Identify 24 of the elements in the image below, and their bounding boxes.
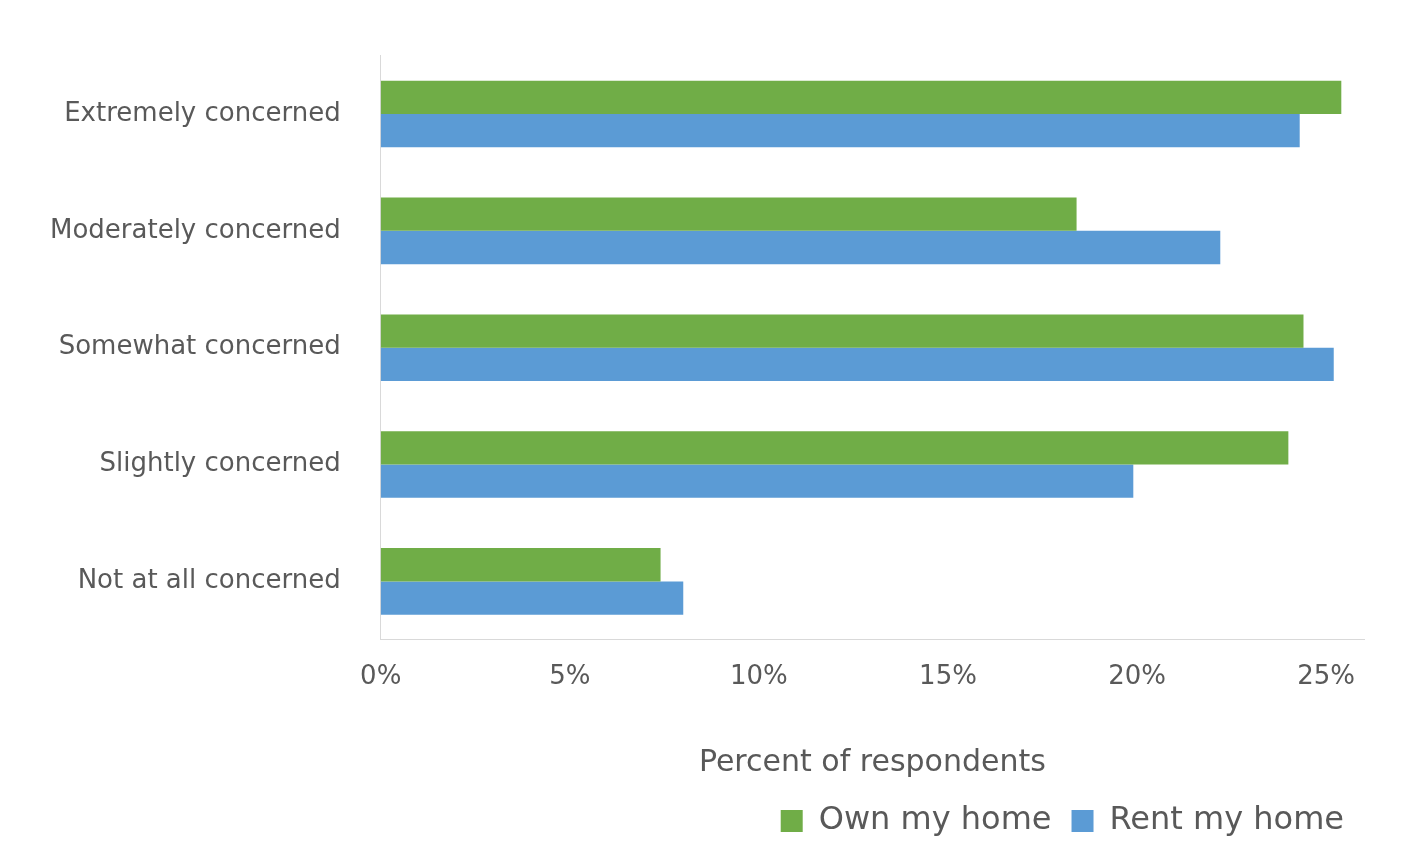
y-tick-label: Moderately concerned	[49, 213, 341, 244]
y-tick-label: Extremely concerned	[64, 96, 341, 127]
bar	[380, 581, 684, 615]
y-tick-label: Somewhat concerned	[58, 330, 341, 361]
x-tick-label: 10%	[730, 660, 788, 691]
bar	[380, 431, 1289, 465]
x-tick-label: 0%	[360, 660, 402, 691]
x-tick-label: 5%	[549, 660, 591, 691]
x-tick-label: 25%	[1297, 660, 1356, 691]
bar	[380, 464, 1134, 498]
bar	[380, 230, 1221, 265]
y-tick-label: Not at all concerned	[77, 564, 341, 595]
bar	[380, 114, 1300, 148]
bar	[380, 80, 1342, 115]
bar	[380, 347, 1334, 381]
x-tick-label: 15%	[919, 660, 977, 691]
bar	[380, 314, 1304, 348]
bar	[380, 197, 1077, 231]
x-tick-label: 20%	[1108, 660, 1166, 691]
x-axis-title: Percent of respondents	[698, 742, 1046, 778]
legend-label: Own my home	[818, 799, 1052, 838]
legend-label: Rent my home	[1109, 799, 1344, 838]
y-tick-label: Slightly concerned	[99, 447, 341, 478]
bar	[380, 548, 661, 582]
